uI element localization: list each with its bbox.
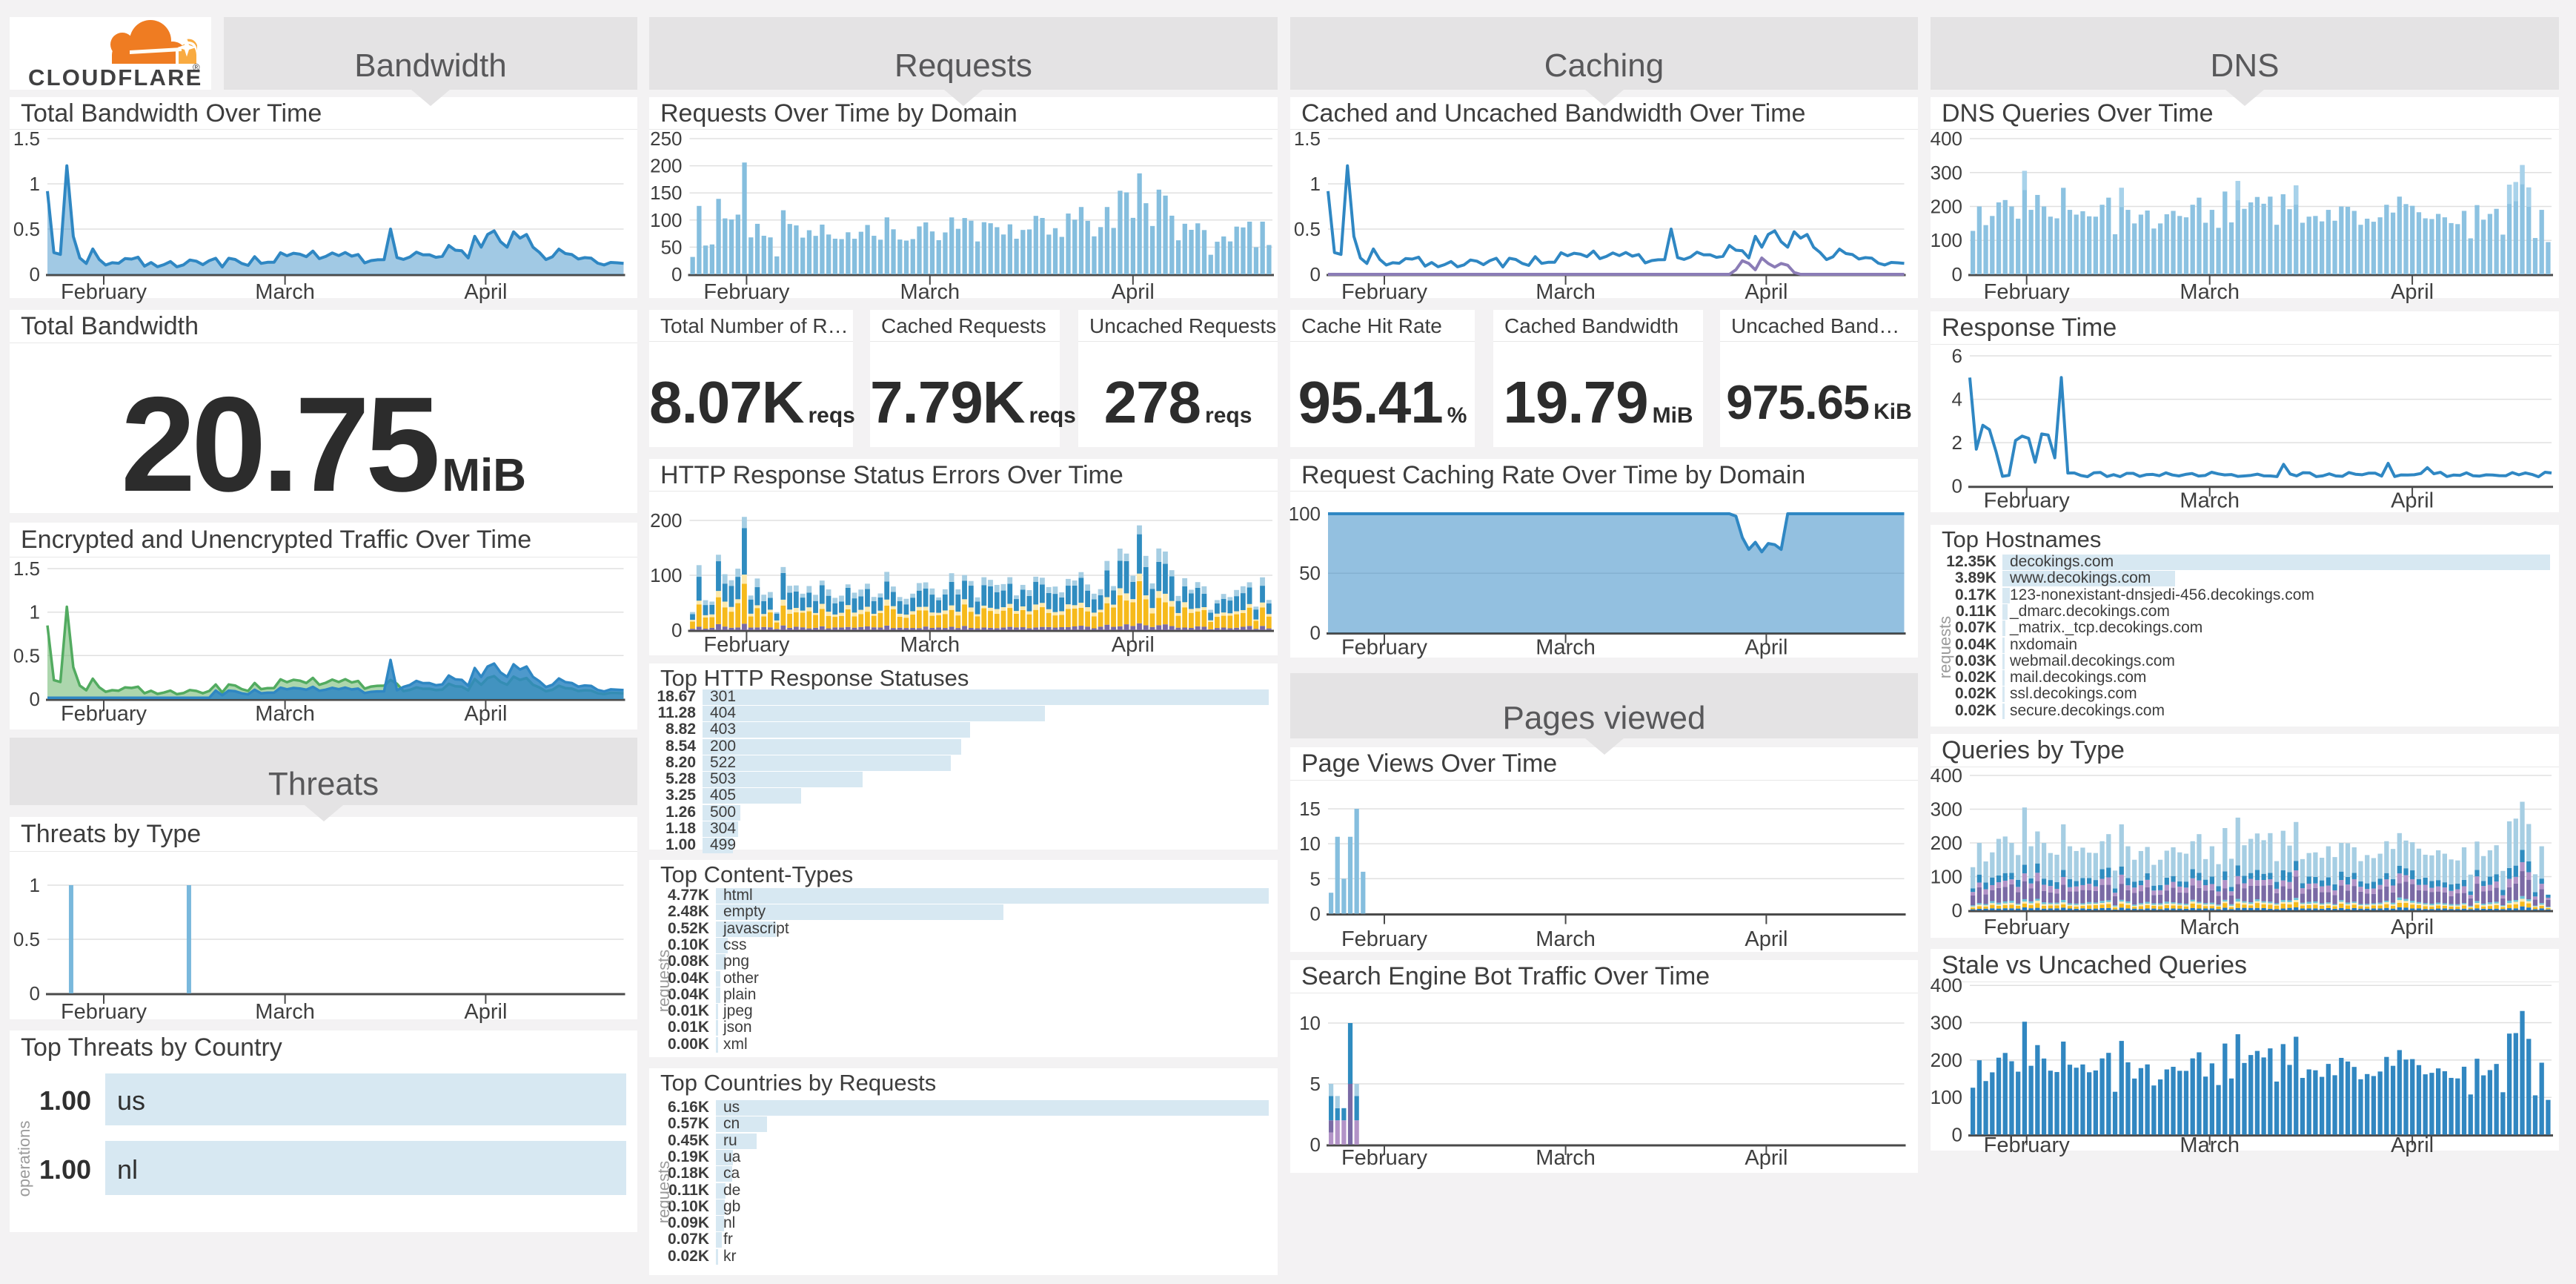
svg-text:March: March: [2180, 489, 2240, 513]
svg-text:March: March: [255, 1000, 315, 1024]
svg-text:February: February: [703, 280, 790, 304]
svg-text:March: March: [255, 280, 315, 304]
svg-text:March: March: [900, 280, 960, 304]
svg-text:February: February: [1984, 916, 2071, 939]
svg-text:February: February: [61, 1000, 147, 1024]
svg-text:March: March: [2180, 916, 2240, 939]
svg-text:March: March: [1536, 1146, 1596, 1170]
svg-text:February: February: [1341, 927, 1428, 951]
svg-text:1: 1: [30, 874, 40, 896]
svg-text:10: 10: [1299, 1012, 1321, 1034]
svg-text:March: March: [1536, 280, 1596, 304]
svg-text:10: 10: [1299, 833, 1321, 855]
svg-text:1: 1: [30, 601, 40, 623]
svg-text:100: 100: [650, 209, 682, 231]
svg-text:100: 100: [1931, 229, 1962, 251]
svg-text:0: 0: [30, 688, 40, 710]
svg-text:50: 50: [661, 236, 683, 258]
svg-text:April: April: [1745, 1146, 1787, 1170]
svg-text:0.5: 0.5: [13, 644, 40, 666]
svg-text:February: February: [1341, 280, 1428, 304]
svg-text:0.5: 0.5: [13, 218, 40, 240]
svg-text:April: April: [1745, 280, 1787, 304]
svg-text:0: 0: [671, 263, 682, 285]
svg-text:March: March: [2180, 280, 2240, 304]
svg-text:0: 0: [1310, 263, 1321, 285]
svg-text:4: 4: [1952, 388, 1962, 411]
svg-text:5: 5: [1310, 1073, 1321, 1095]
svg-text:200: 200: [1931, 196, 1962, 218]
svg-text:100: 100: [1931, 1086, 1962, 1108]
svg-text:400: 400: [1931, 974, 1962, 996]
svg-text:100: 100: [650, 564, 682, 586]
svg-text:1: 1: [30, 173, 40, 195]
svg-text:150: 150: [650, 182, 682, 204]
svg-text:February: February: [1984, 1134, 2071, 1157]
svg-text:1.5: 1.5: [1294, 128, 1321, 150]
svg-text:February: February: [61, 702, 147, 726]
svg-text:February: February: [1984, 280, 2071, 304]
svg-text:February: February: [1341, 1146, 1428, 1170]
svg-text:200: 200: [650, 155, 682, 177]
svg-text:1.5: 1.5: [13, 557, 40, 580]
svg-text:April: April: [2391, 489, 2434, 513]
svg-text:100: 100: [1289, 503, 1321, 525]
svg-text:0: 0: [30, 263, 40, 285]
svg-text:April: April: [2391, 1134, 2434, 1157]
svg-text:0: 0: [671, 619, 682, 641]
svg-text:April: April: [2391, 280, 2434, 304]
svg-text:300: 300: [1931, 1012, 1962, 1034]
svg-text:400: 400: [1931, 128, 1962, 150]
svg-text:200: 200: [1931, 1049, 1962, 1071]
svg-text:April: April: [1745, 927, 1787, 951]
svg-text:1.5: 1.5: [13, 128, 40, 150]
svg-text:0: 0: [1952, 475, 1962, 497]
svg-text:300: 300: [1931, 162, 1962, 184]
svg-text:200: 200: [1931, 832, 1962, 854]
svg-text:CLOUDFLARE: CLOUDFLARE: [28, 64, 203, 90]
svg-text:April: April: [464, 280, 507, 304]
svg-text:5: 5: [1310, 867, 1321, 890]
svg-text:April: April: [2391, 916, 2434, 939]
svg-text:April: April: [1112, 633, 1155, 657]
svg-text:March: March: [1536, 636, 1596, 660]
svg-text:March: March: [900, 633, 960, 657]
svg-text:February: February: [1984, 489, 2071, 513]
svg-text:15: 15: [1299, 798, 1321, 820]
svg-text:®: ®: [193, 62, 200, 73]
svg-text:April: April: [464, 1000, 507, 1024]
svg-text:100: 100: [1931, 866, 1962, 888]
svg-text:April: April: [1112, 280, 1155, 304]
svg-text:March: March: [2180, 1134, 2240, 1157]
svg-text:0: 0: [1952, 1124, 1962, 1146]
svg-text:50: 50: [1299, 562, 1321, 584]
svg-text:March: March: [255, 702, 315, 726]
svg-text:0.5: 0.5: [1294, 218, 1321, 240]
svg-text:April: April: [1745, 636, 1787, 660]
svg-text:0: 0: [1310, 903, 1321, 925]
svg-text:0.5: 0.5: [13, 928, 40, 950]
svg-text:1: 1: [1310, 173, 1321, 195]
svg-text:400: 400: [1931, 764, 1962, 787]
svg-text:250: 250: [650, 128, 682, 150]
svg-text:February: February: [1341, 636, 1428, 660]
svg-text:6: 6: [1952, 345, 1962, 367]
svg-text:0: 0: [1310, 1134, 1321, 1156]
svg-text:300: 300: [1931, 798, 1962, 821]
svg-text:0: 0: [1310, 622, 1321, 644]
svg-text:2: 2: [1952, 431, 1962, 454]
svg-text:February: February: [703, 633, 790, 657]
svg-text:0: 0: [30, 982, 40, 1005]
svg-text:0: 0: [1952, 263, 1962, 285]
svg-text:March: March: [1536, 927, 1596, 951]
svg-text:0: 0: [1952, 899, 1962, 921]
svg-text:February: February: [61, 280, 147, 304]
svg-text:200: 200: [650, 509, 682, 532]
svg-text:April: April: [464, 702, 507, 726]
